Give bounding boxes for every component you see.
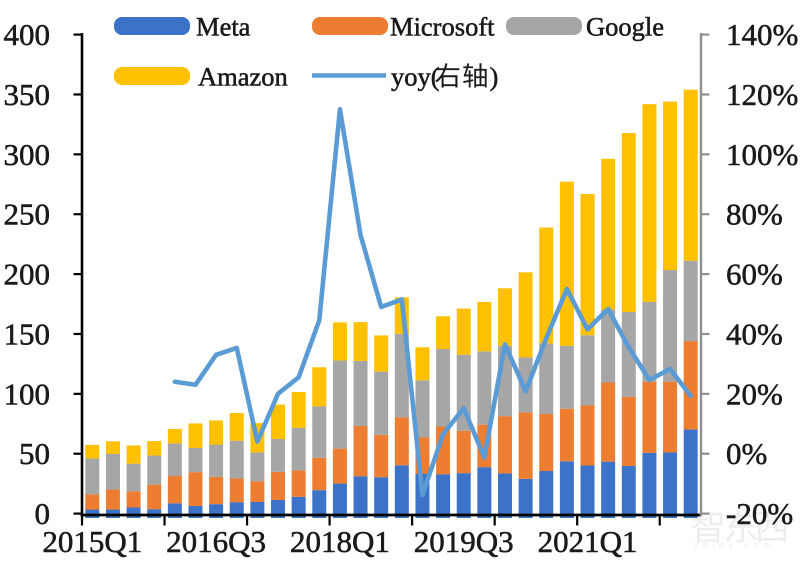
svg-text:Microsoft: Microsoft	[390, 12, 495, 42]
svg-text:150: 150	[4, 316, 51, 351]
svg-text:300: 300	[4, 137, 51, 172]
svg-text:60%: 60%	[726, 257, 783, 292]
svg-text:2018Q1: 2018Q1	[290, 524, 390, 559]
svg-text:0%: 0%	[726, 436, 767, 471]
svg-text:350: 350	[4, 77, 51, 112]
svg-text:40%: 40%	[726, 316, 783, 351]
svg-text:80%: 80%	[726, 197, 783, 232]
svg-text:200: 200	[4, 257, 51, 292]
svg-text:400: 400	[4, 17, 51, 52]
svg-text:2015Q1: 2015Q1	[42, 524, 142, 559]
svg-text:-20%: -20%	[726, 496, 793, 531]
svg-text:140%: 140%	[726, 17, 798, 52]
svg-text:2021Q1: 2021Q1	[538, 524, 638, 559]
svg-text:2019Q3: 2019Q3	[414, 524, 514, 559]
svg-text:250: 250	[4, 197, 51, 232]
svg-text:0: 0	[35, 496, 51, 531]
svg-text:Google: Google	[586, 12, 664, 42]
svg-text:100%: 100%	[726, 137, 798, 172]
svg-text:2016Q3: 2016Q3	[166, 524, 266, 559]
svg-text:50: 50	[19, 436, 50, 471]
svg-text:120%: 120%	[726, 77, 798, 112]
svg-text:): )	[490, 62, 499, 92]
svg-text:zhidx.com: zhidx.com	[694, 540, 775, 550]
svg-text:100: 100	[4, 376, 51, 411]
svg-text:20%: 20%	[726, 376, 783, 411]
svg-text:Meta: Meta	[196, 12, 251, 42]
svg-text:Amazon: Amazon	[198, 62, 288, 92]
svg-text:yoy(: yoy(	[391, 62, 440, 92]
